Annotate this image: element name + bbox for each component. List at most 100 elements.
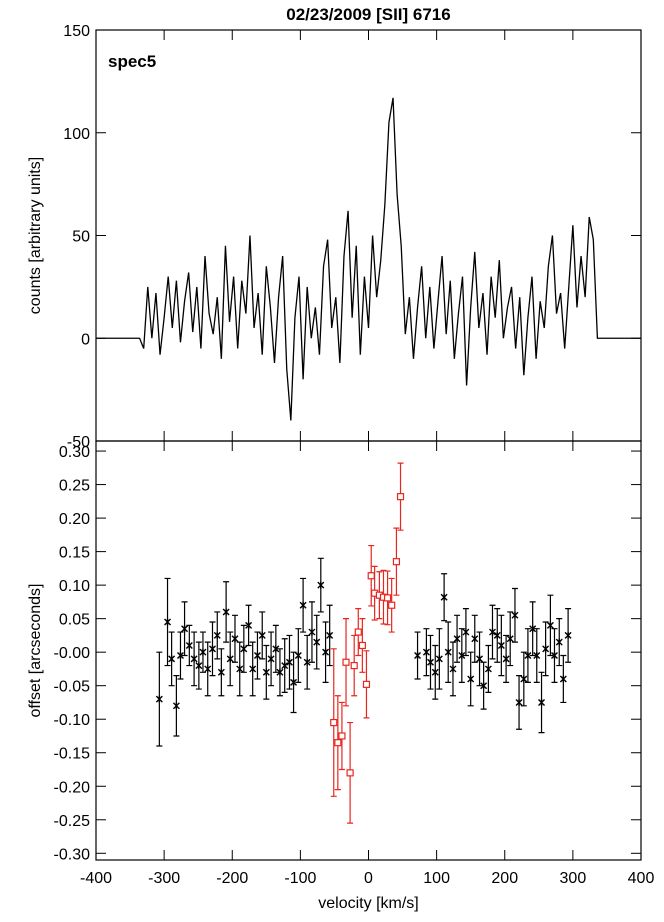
data-point xyxy=(208,645,216,653)
y-tick-label: 150 xyxy=(63,23,90,40)
data-point xyxy=(426,658,434,666)
data-point xyxy=(204,665,212,673)
data-point xyxy=(240,645,248,653)
x-tick-label: 100 xyxy=(423,870,450,887)
y-tick-label: -0.25 xyxy=(54,813,91,830)
data-point xyxy=(338,732,346,740)
data-point xyxy=(308,628,316,636)
x-axis-label: velocity [km/s] xyxy=(318,895,418,912)
data-point xyxy=(538,698,546,706)
x-tick-label: 200 xyxy=(491,870,518,887)
data-point xyxy=(396,493,405,501)
x-tick-label: -200 xyxy=(216,870,248,887)
data-point xyxy=(272,645,280,653)
data-point xyxy=(458,652,466,660)
y-tick-label: 0.15 xyxy=(59,545,90,562)
x-tick-label: -100 xyxy=(284,870,316,887)
data-point xyxy=(190,655,198,663)
data-point xyxy=(392,558,401,566)
data-point xyxy=(258,631,266,639)
data-point xyxy=(542,645,550,653)
data-point xyxy=(285,658,293,666)
data-point xyxy=(476,655,484,663)
data-point xyxy=(422,648,430,656)
data-point xyxy=(467,675,475,683)
data-point xyxy=(199,648,207,656)
data-point xyxy=(276,668,284,676)
data-point xyxy=(313,638,321,646)
data-point xyxy=(330,718,338,727)
data-point xyxy=(231,635,239,643)
data-point xyxy=(294,652,302,660)
y-tick-label: -0.20 xyxy=(54,779,91,796)
y-tick-label: 50 xyxy=(72,229,90,246)
data-point xyxy=(222,608,230,616)
y-tick-label: 0.25 xyxy=(59,478,90,495)
data-point xyxy=(195,662,203,670)
data-point xyxy=(520,675,528,683)
data-point xyxy=(444,648,452,656)
data-point xyxy=(249,665,257,673)
y-axis-label: offset [arcseconds] xyxy=(27,584,44,718)
data-point xyxy=(213,631,221,639)
data-point xyxy=(564,631,572,639)
data-point xyxy=(226,655,234,663)
data-point xyxy=(383,594,392,602)
data-point xyxy=(388,601,396,609)
data-point xyxy=(267,655,275,663)
data-point xyxy=(449,665,457,673)
data-point xyxy=(524,652,532,660)
data-point xyxy=(317,581,325,589)
data-point xyxy=(253,652,261,660)
data-point xyxy=(480,682,488,690)
data-point xyxy=(493,631,501,639)
data-point xyxy=(515,698,523,706)
data-point xyxy=(414,652,422,660)
data-point xyxy=(342,658,350,666)
y-axis-label: counts [arbitrary units] xyxy=(27,157,44,314)
y-tick-label: -50 xyxy=(67,434,90,451)
data-point xyxy=(168,655,176,663)
data-point xyxy=(435,655,443,663)
data-point xyxy=(462,628,470,636)
data-point xyxy=(453,635,461,643)
data-point xyxy=(502,655,510,663)
data-point xyxy=(471,635,479,643)
y-tick-label: -0.30 xyxy=(54,846,91,863)
data-point xyxy=(164,618,172,626)
x-tick-label: -400 xyxy=(80,870,112,887)
data-point xyxy=(484,665,492,673)
data-point xyxy=(299,601,307,609)
y-tick-label: 0.30 xyxy=(59,444,90,461)
data-point xyxy=(506,635,514,643)
data-point xyxy=(281,662,289,670)
data-point xyxy=(262,668,270,676)
plot-frame xyxy=(95,29,642,442)
data-point xyxy=(431,668,439,676)
annotation: spec5 xyxy=(108,52,156,71)
x-tick-label: 300 xyxy=(560,870,587,887)
y-tick-label: 0 xyxy=(81,331,90,348)
data-point xyxy=(290,678,298,686)
data-point xyxy=(533,652,541,660)
data-point xyxy=(559,675,567,683)
y-tick-label: 100 xyxy=(63,126,90,143)
data-point xyxy=(511,611,519,619)
data-point xyxy=(358,641,366,650)
y-tick-label: 0.05 xyxy=(59,612,90,629)
data-point xyxy=(176,652,184,660)
data-point xyxy=(181,625,189,633)
data-point xyxy=(217,668,225,676)
data-point xyxy=(322,648,330,656)
y-tick-label: 0.20 xyxy=(59,511,90,528)
y-tick-label: -0.15 xyxy=(54,746,91,763)
data-point xyxy=(546,621,554,629)
data-point xyxy=(555,638,563,646)
data-point xyxy=(550,652,558,660)
data-point xyxy=(172,702,180,710)
y-tick-label: 0.10 xyxy=(59,578,90,595)
data-point xyxy=(362,680,371,688)
x-tick-label: -300 xyxy=(148,870,180,887)
spectrum-line xyxy=(96,97,641,421)
